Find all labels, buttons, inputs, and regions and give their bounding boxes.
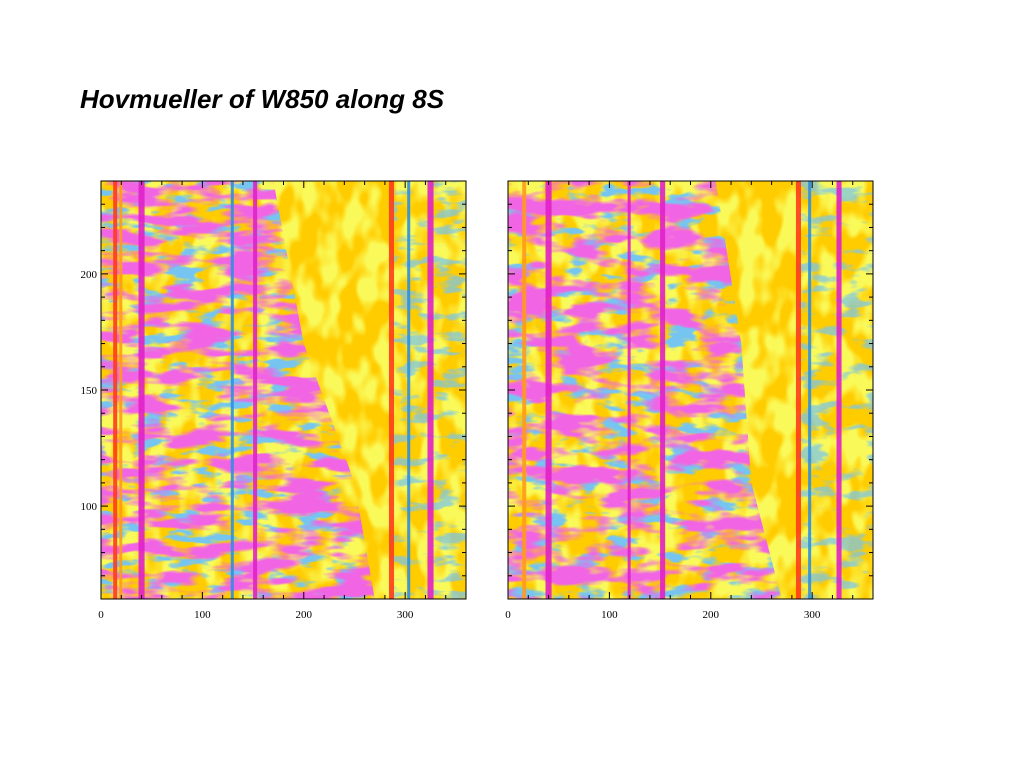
vertical-band-1: [522, 181, 527, 599]
x-tick-label: 100: [601, 609, 618, 621]
hovmoller-panel-2: 0 100 200 300: [505, 180, 874, 621]
x-tick-label: 200: [296, 609, 313, 621]
vertical-band-5: [253, 181, 258, 599]
x-tick-label: 0: [98, 609, 104, 621]
vertical-band-5: [795, 181, 802, 599]
vertical-band-3: [627, 181, 631, 599]
vertical-band-4: [230, 181, 234, 599]
vertical-band-7: [407, 181, 411, 599]
hovmoller-panel-1: 0 100 200 300 100 150 200: [81, 180, 467, 621]
slide-title: Hovmueller of W850 along 8S: [80, 84, 445, 114]
x-tick-label: 100: [194, 609, 211, 621]
vertical-band-3: [138, 181, 145, 599]
x-tick-label: 300: [804, 609, 821, 621]
x-tick-label: 200: [703, 609, 720, 621]
vertical-band-2: [119, 181, 123, 599]
x-tick-label: 300: [397, 609, 414, 621]
vertical-band-6: [808, 181, 812, 599]
y-tick-label: 200: [81, 269, 98, 281]
panels-layer: 0 100 200 300 100 150 200 0 100 200 300: [81, 180, 874, 621]
vertical-band-1: [113, 181, 118, 599]
vertical-band-4: [660, 181, 666, 599]
y-tick-label: 100: [81, 501, 98, 513]
vertical-band-2: [545, 181, 552, 599]
vertical-band-7: [836, 181, 842, 599]
vertical-band-8: [427, 181, 434, 599]
x-tick-label: 0: [505, 609, 511, 621]
y-tick-label: 150: [81, 385, 98, 397]
vertical-band-6: [388, 181, 395, 599]
